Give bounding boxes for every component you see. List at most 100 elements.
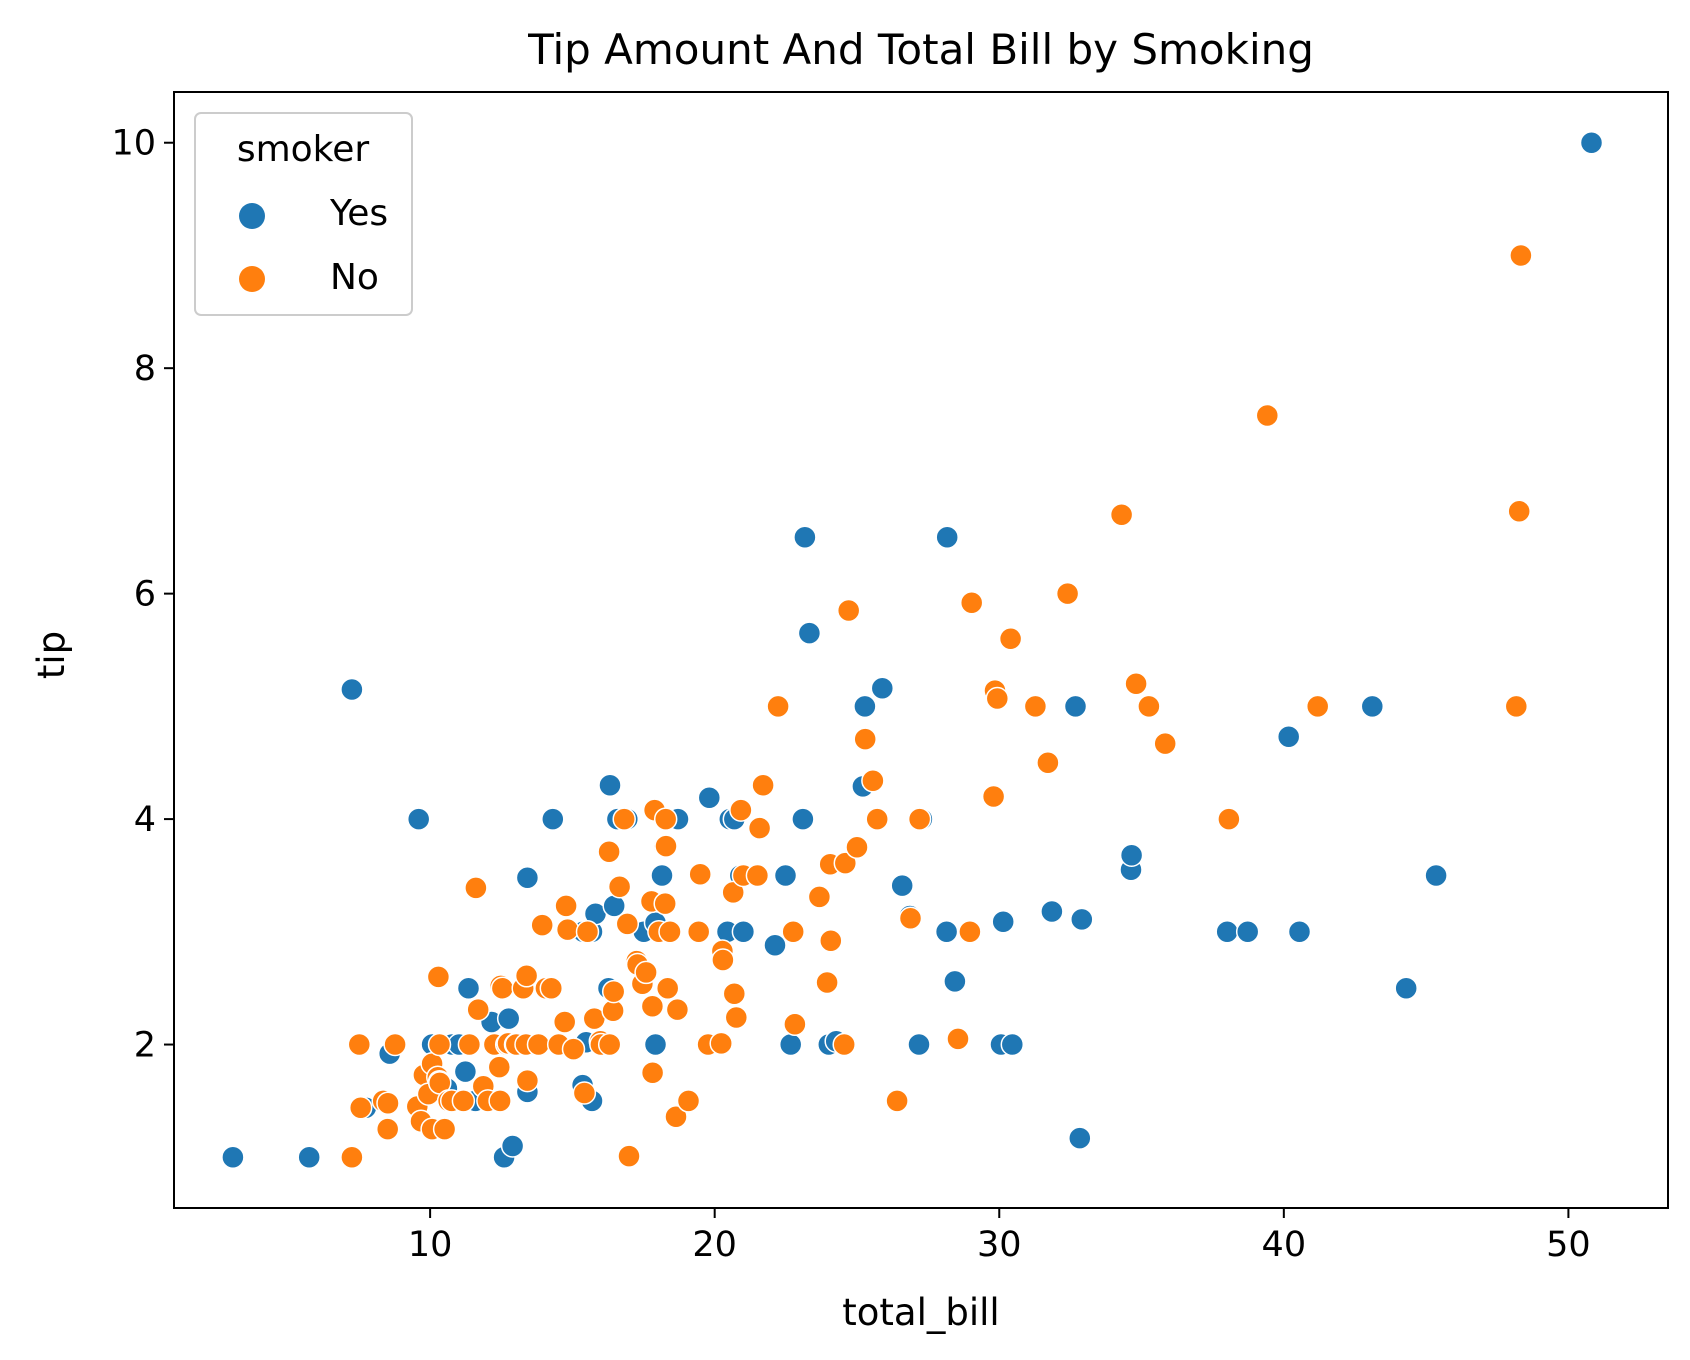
point-yes [643, 1032, 668, 1057]
point-no [658, 920, 682, 944]
point-no [724, 1005, 749, 1030]
point-no [807, 885, 832, 909]
point-no [1217, 807, 1241, 831]
point-yes [890, 873, 914, 898]
point-yes [650, 863, 674, 888]
point-no [946, 1027, 970, 1051]
point-yes [763, 933, 787, 958]
point-no [375, 1117, 400, 1141]
point-no [653, 891, 677, 916]
point-yes [1360, 694, 1385, 719]
point-no [575, 920, 600, 944]
point-no [640, 1060, 665, 1085]
point-no [426, 965, 451, 989]
y-axis: 2 4 6 8 10 [111, 124, 174, 1066]
point-no [747, 816, 772, 840]
point-no [1109, 502, 1134, 527]
point-no [427, 1032, 452, 1057]
point-yes [1040, 899, 1064, 924]
point-no [722, 982, 747, 1006]
plot-frame [173, 91, 1669, 1209]
y-tick-label: 10 [111, 124, 156, 164]
point-no [617, 1144, 641, 1168]
point-yes [853, 694, 877, 719]
point-yes [870, 676, 895, 701]
point-yes [406, 807, 431, 831]
point-no [451, 1089, 476, 1113]
point-no [615, 912, 640, 936]
point-yes [991, 909, 1015, 934]
point-no [539, 976, 564, 1000]
legend-title: smoker [237, 129, 370, 170]
points-layer [221, 130, 1604, 1170]
point-no [347, 1032, 372, 1057]
point-no [612, 807, 636, 831]
point-no [1507, 499, 1531, 524]
point-no [1055, 581, 1080, 606]
point-no [655, 976, 680, 1000]
point-no [751, 773, 775, 798]
point-no [1153, 731, 1177, 756]
point-no [555, 917, 580, 942]
legend-label-yes: Yes [329, 193, 388, 234]
point-yes [943, 969, 967, 994]
legend-marker-yes [239, 203, 265, 229]
point-yes [1215, 920, 1239, 944]
point-yes [453, 1059, 478, 1084]
point-no [745, 863, 770, 888]
point-no [530, 913, 554, 937]
plot-area [174, 92, 1668, 1208]
point-no [457, 1032, 482, 1057]
legend: smoker Yes No [194, 112, 413, 316]
point-no [340, 1145, 364, 1170]
y-axis-label: tip [30, 631, 73, 679]
point-no [766, 694, 790, 719]
y-tick-label: 6 [134, 575, 156, 615]
chart-title: Tip Amount And Total Bill by Smoking [527, 25, 1314, 74]
point-no [383, 1032, 407, 1057]
point-no [488, 1089, 512, 1113]
x-tick-label: 10 [408, 1225, 453, 1265]
point-no [597, 840, 621, 864]
point-no [898, 906, 923, 931]
point-no [664, 1104, 688, 1129]
point-yes [793, 525, 817, 550]
point-no [688, 862, 712, 887]
point-no [1124, 672, 1148, 696]
point-yes [541, 807, 565, 831]
x-tick-label: 20 [692, 1225, 737, 1265]
point-no [836, 598, 861, 623]
point-yes [1276, 725, 1301, 749]
point-yes [221, 1145, 245, 1170]
point-yes [515, 865, 540, 890]
x-tick-label: 30 [977, 1225, 1022, 1265]
point-yes [935, 525, 959, 550]
point-yes [797, 621, 822, 645]
point-yes [907, 1032, 931, 1057]
point-no [815, 970, 839, 995]
point-no [1255, 403, 1280, 428]
point-no [981, 784, 1006, 809]
point-yes [1235, 920, 1260, 944]
point-no [959, 590, 984, 615]
point-no [653, 807, 678, 831]
point-no [861, 769, 885, 793]
point-no [1305, 694, 1330, 719]
x-axis-label: total_bill [842, 1291, 999, 1334]
point-no [640, 994, 665, 1018]
point-yes [934, 920, 959, 944]
legend-marker-no [239, 266, 265, 292]
point-no [781, 920, 805, 944]
point-yes [456, 976, 481, 1000]
point-no [853, 727, 877, 751]
point-no [464, 876, 488, 900]
point-no [845, 835, 869, 860]
point-no [490, 976, 515, 1000]
point-no [958, 920, 982, 944]
point-no [348, 1095, 373, 1120]
point-no [514, 964, 539, 988]
point-no [709, 1031, 733, 1056]
y-tick-label: 8 [134, 349, 156, 389]
point-yes [598, 773, 622, 798]
